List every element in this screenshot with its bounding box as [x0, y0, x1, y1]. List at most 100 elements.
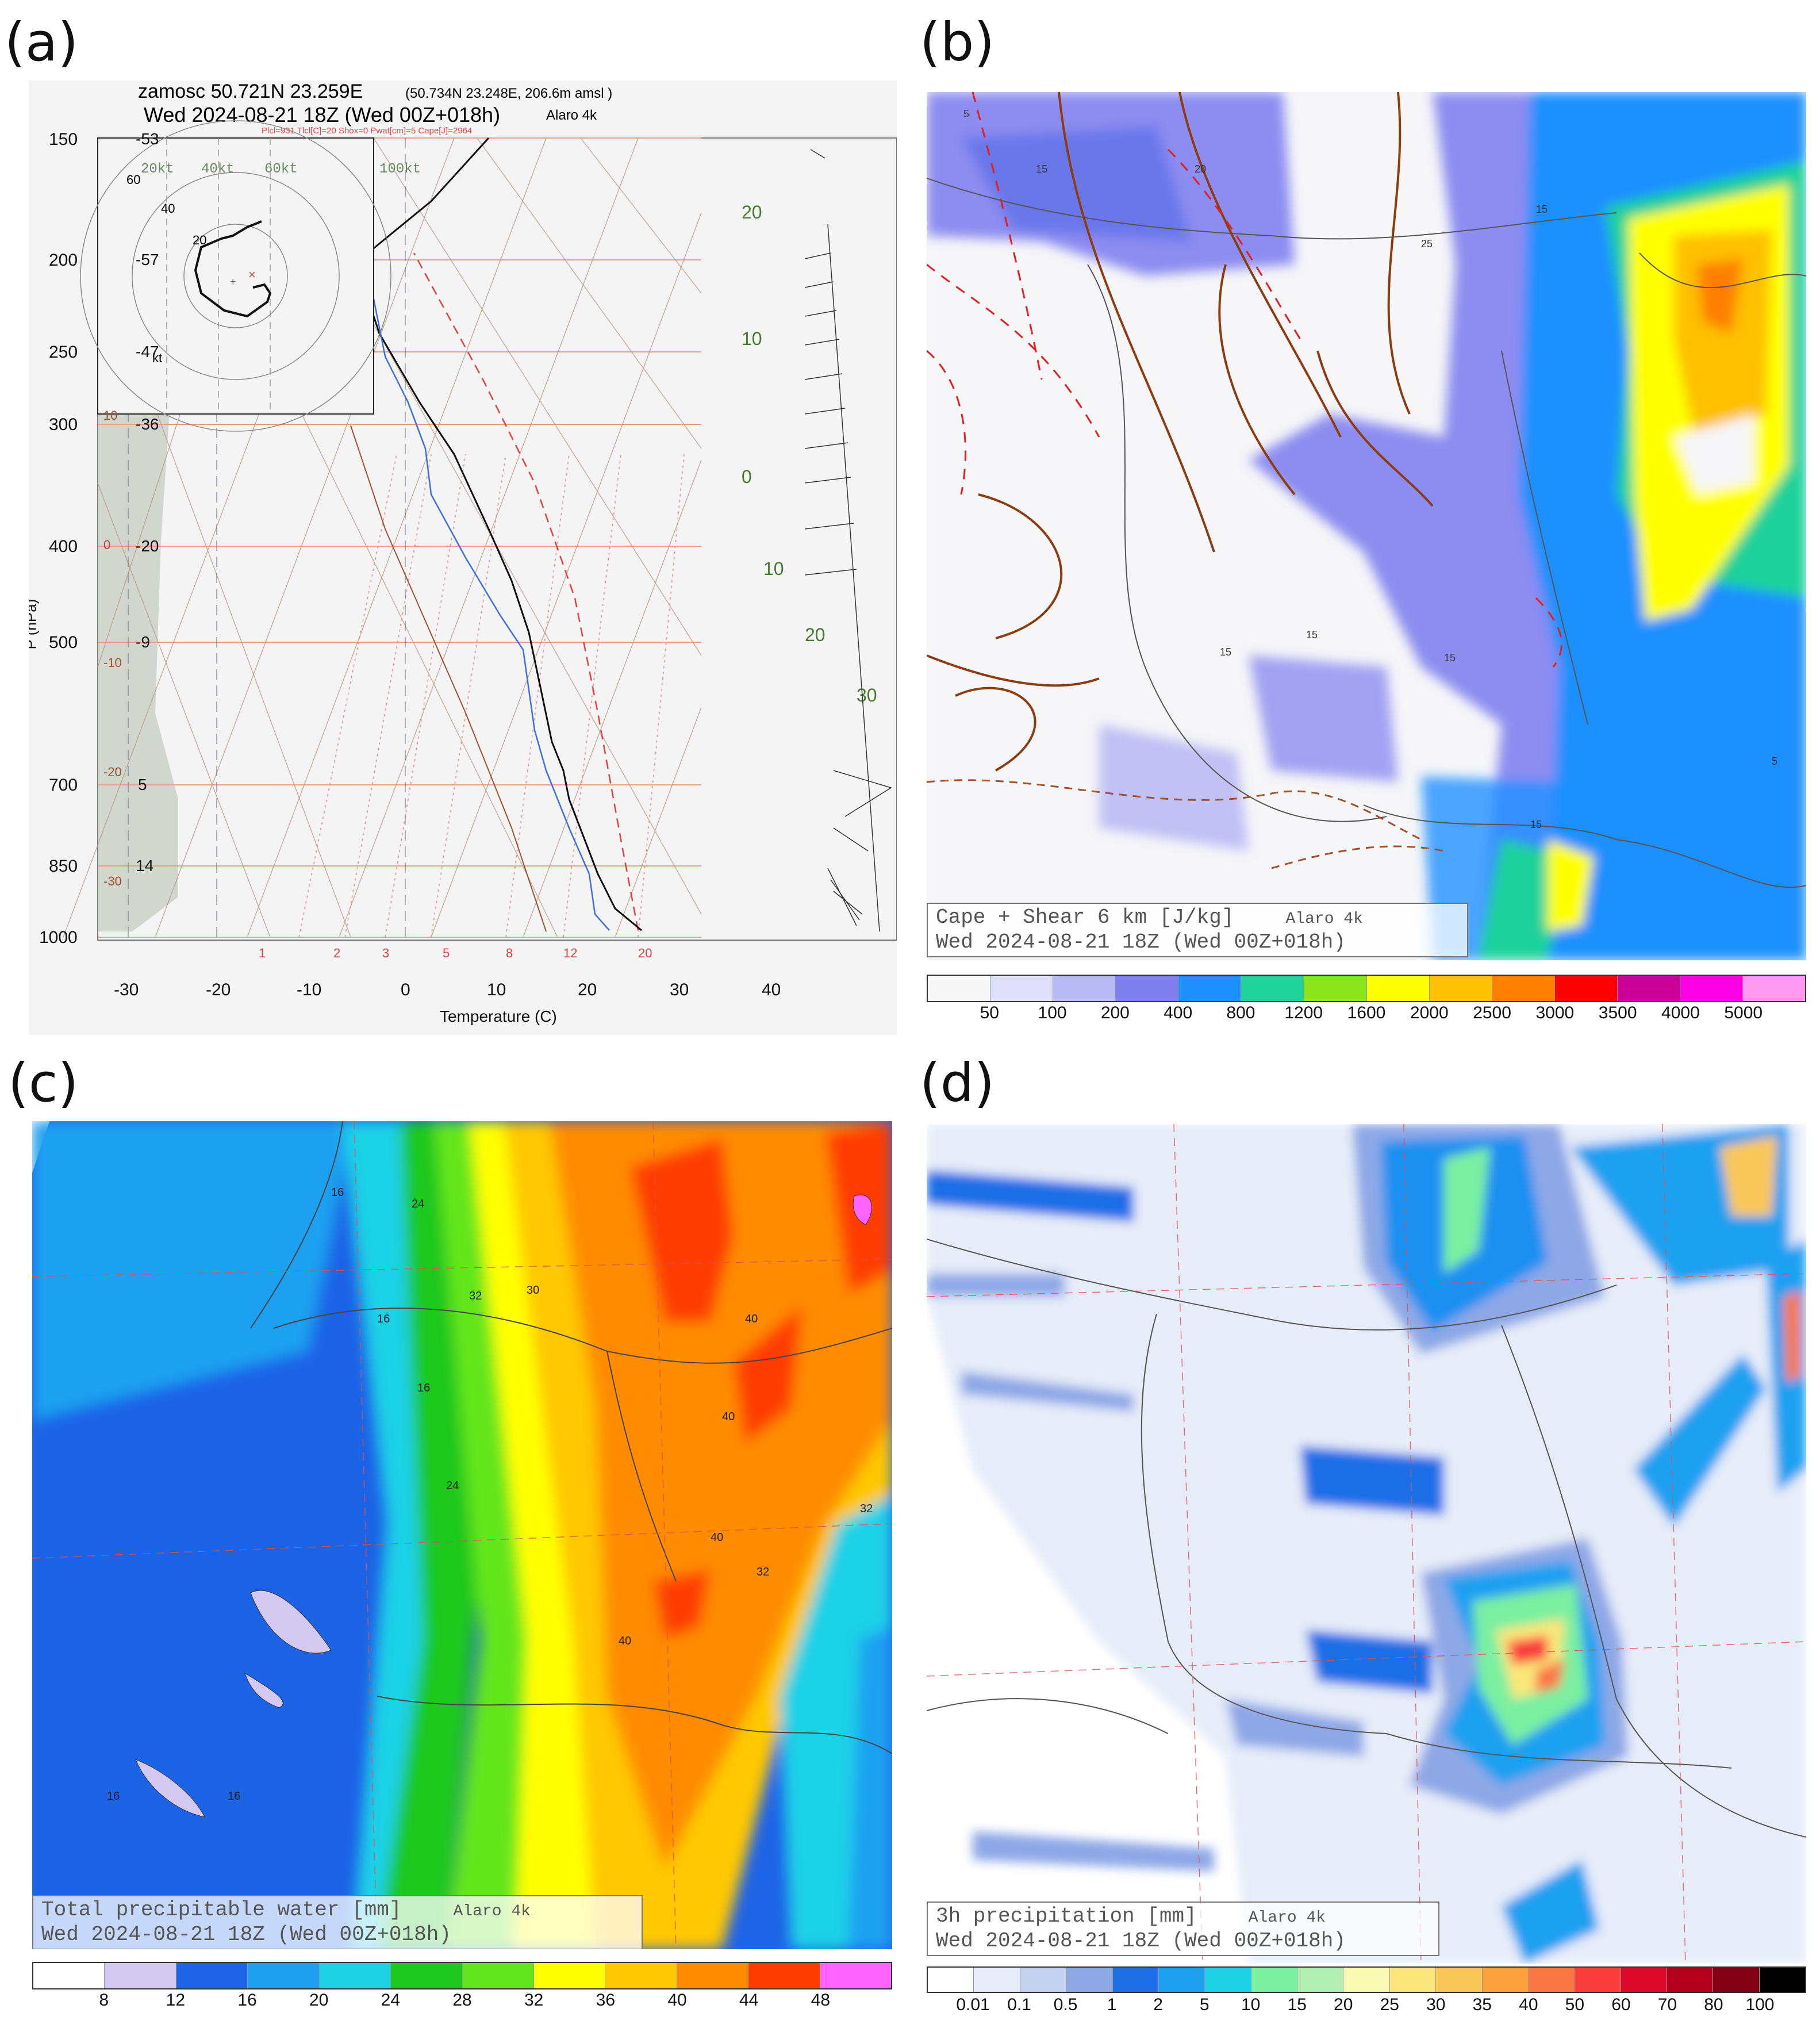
- svg-text:5: 5: [963, 108, 969, 120]
- svg-text:10: 10: [103, 408, 117, 423]
- svg-text:40: 40: [722, 1410, 735, 1423]
- svg-text:16: 16: [377, 1313, 390, 1325]
- hodograph-inset: 20kt 40kt 60kt 100kt 60 40 20 kt × +: [80, 120, 421, 432]
- svg-text:5: 5: [1772, 756, 1777, 767]
- colorbar-label: 0.01: [956, 1995, 990, 2014]
- colorbar-swatch: [1482, 1968, 1529, 1992]
- precip-colorbar: [927, 1966, 1806, 1993]
- colorbar-swatch: [1205, 1968, 1251, 1992]
- svg-text:25: 25: [1421, 238, 1433, 250]
- colorbar-swatch: [677, 1963, 749, 1988]
- svg-text:40: 40: [745, 1313, 758, 1325]
- svg-text:15: 15: [1306, 629, 1318, 641]
- precipitation-3h-map: 3h precipitation [mm] Alaro 4k Wed 2024-0…: [927, 1124, 1806, 1964]
- svg-text:40: 40: [161, 201, 175, 216]
- svg-text:8: 8: [506, 946, 513, 960]
- svg-text:20: 20: [638, 946, 652, 960]
- colorbar-label: 2000: [1410, 1003, 1449, 1022]
- colorbar-label: 15: [1287, 1995, 1307, 2014]
- cape-map-caption: Cape + Shear 6 km [J/kg] Alaro 4k Wed 202…: [927, 903, 1468, 957]
- colorbar-label: 80: [1704, 1995, 1723, 2014]
- colorbar-label: 1600: [1347, 1003, 1386, 1022]
- colorbar-swatch: [1528, 1968, 1575, 1992]
- colorbar-label: 36: [596, 1991, 616, 2010]
- colorbar-swatch: [605, 1963, 677, 1988]
- colorbar-label: 5: [1199, 1995, 1210, 2014]
- temp-tick: 40: [762, 980, 781, 999]
- colorbar-label: 44: [739, 1991, 759, 2010]
- colorbar-label: 1200: [1284, 1003, 1323, 1022]
- colorbar-swatch: [990, 976, 1054, 1001]
- colorbar-label: 25: [1380, 1995, 1399, 2014]
- temp-tick: 10: [487, 980, 506, 999]
- colorbar-label: 0.5: [1053, 1995, 1078, 2014]
- colorbar-label: 3500: [1598, 1003, 1637, 1022]
- colorbar-label: 40: [667, 1991, 687, 2010]
- colorbar-swatch: [1241, 976, 1304, 1001]
- svg-text:10: 10: [763, 558, 784, 579]
- pressure-tick-700: 700: [49, 776, 78, 795]
- colorbar-swatch: [176, 1963, 248, 1988]
- colorbar-swatch: [928, 1968, 974, 1992]
- svg-text:24: 24: [412, 1198, 424, 1210]
- svg-text:20kt: 20kt: [141, 162, 174, 177]
- precipitable-water-map: 16 24 32 30 16 16 24 40 40 32 40 32 40 1…: [32, 1121, 892, 1949]
- skewt-parameters: Plcl=931 Tlcl[C]=20 Shox=0 Pwat[cm]=5 Ca…: [262, 126, 472, 136]
- parcel-trace: [413, 252, 639, 931]
- svg-text:20: 20: [805, 624, 825, 645]
- svg-text:16: 16: [417, 1382, 430, 1394]
- colorbar-swatch: [820, 1963, 892, 1988]
- theta-labels: 20 10 0 10 20 30: [742, 202, 877, 706]
- svg-text:16: 16: [107, 1790, 120, 1803]
- colorbar-swatch: [1020, 1968, 1067, 1992]
- cape-colorbar: [927, 975, 1806, 1002]
- temp-tick: 30: [670, 980, 689, 999]
- isotherms: [63, 137, 702, 938]
- svg-text:20: 20: [742, 202, 762, 223]
- pressure-tick-200: 200: [49, 251, 78, 270]
- svg-text:60: 60: [126, 172, 140, 187]
- colorbar-label: 24: [381, 1991, 401, 2010]
- colorbar-label: 32: [524, 1991, 544, 2010]
- svg-text:2: 2: [333, 946, 340, 960]
- colorbar-swatch: [1667, 1968, 1714, 1992]
- temp-tick: -20: [206, 980, 231, 999]
- svg-text:+: +: [230, 276, 236, 287]
- skewt-station-title: zamosc 50.721N 23.259E: [138, 80, 363, 102]
- colorbar-swatch: [1617, 976, 1680, 1001]
- colorbar-label: 50: [1565, 1995, 1585, 2014]
- svg-text:40: 40: [711, 1531, 723, 1544]
- wind-barbs: [804, 149, 892, 932]
- height-tick: 5: [138, 776, 147, 793]
- svg-text:-30: -30: [103, 874, 122, 888]
- colorbar-swatch: [1053, 976, 1116, 1001]
- skewt-diagram: zamosc 50.721N 23.259E (50.734N 23.248E,…: [63, 80, 897, 960]
- colorbar-swatch: [1178, 976, 1242, 1001]
- temp-tick: -10: [297, 980, 322, 999]
- pressure-tick-400: 400: [49, 537, 78, 556]
- height-tick: 14: [136, 857, 154, 875]
- colorbar-label: 10: [1241, 1995, 1261, 2014]
- colorbar-swatch: [1680, 976, 1744, 1001]
- pwat-colorbar: [32, 1962, 892, 1989]
- skewt-panel: zamosc 50.721N 23.259E (50.734N 23.248E,…: [29, 80, 897, 1035]
- colorbar-swatch: [1251, 1968, 1297, 1992]
- precip-map-caption: 3h precipitation [mm] Alaro 4k Wed 2024-0…: [927, 1902, 1439, 1956]
- cape-colorbar-labels: 50 100 200 400 800 1200 1600 2000 2500 3000 3500 40…: [927, 1003, 1806, 1026]
- svg-text:5: 5: [443, 946, 450, 960]
- colorbar-swatch: [1066, 1968, 1113, 1992]
- colorbar-label: 48: [811, 1991, 831, 2010]
- pressure-tick-250: 250: [49, 343, 78, 362]
- colorbar-label: 8: [99, 1991, 109, 2010]
- colorbar-label: 400: [1164, 1003, 1193, 1022]
- svg-text:0: 0: [742, 466, 752, 487]
- colorbar-label: 60: [1611, 1995, 1631, 2014]
- colorbar-swatch: [1492, 976, 1555, 1001]
- temperature-axis-label: Temperature (C): [440, 1007, 557, 1025]
- colorbar-label: 35: [1472, 1995, 1492, 2014]
- colorbar-swatch: [1389, 1968, 1437, 1992]
- pressure-tick-850: 850: [49, 857, 78, 876]
- temp-tick: 0: [401, 980, 410, 999]
- colorbar-label: 28: [452, 1991, 472, 2010]
- temp-tick: 20: [578, 980, 597, 999]
